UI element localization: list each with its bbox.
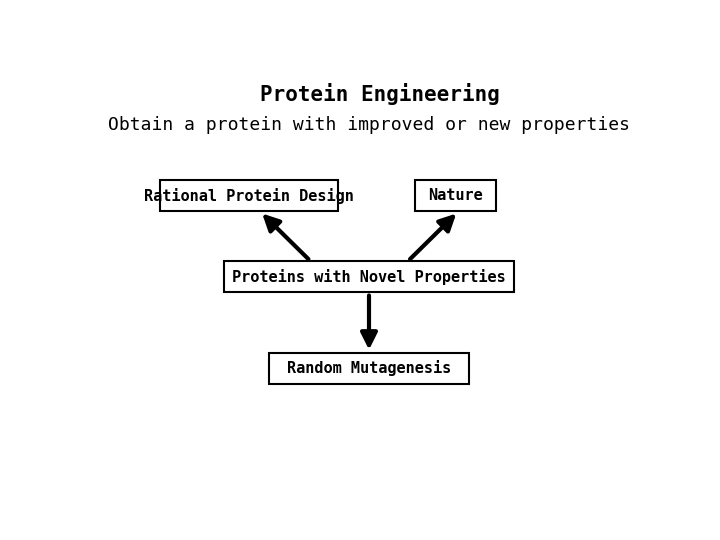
Text: Protein Engineering: Protein Engineering <box>260 83 500 105</box>
FancyBboxPatch shape <box>224 261 514 293</box>
Text: Proteins with Novel Properties: Proteins with Novel Properties <box>232 269 506 285</box>
Text: Obtain a protein with improved or new properties: Obtain a protein with improved or new pr… <box>108 116 630 134</box>
Text: Rational Protein Design: Rational Protein Design <box>144 188 354 204</box>
FancyBboxPatch shape <box>269 353 469 384</box>
FancyBboxPatch shape <box>415 180 496 211</box>
Text: Random Mutagenesis: Random Mutagenesis <box>287 360 451 376</box>
Text: Nature: Nature <box>428 188 483 203</box>
FancyBboxPatch shape <box>160 180 338 211</box>
